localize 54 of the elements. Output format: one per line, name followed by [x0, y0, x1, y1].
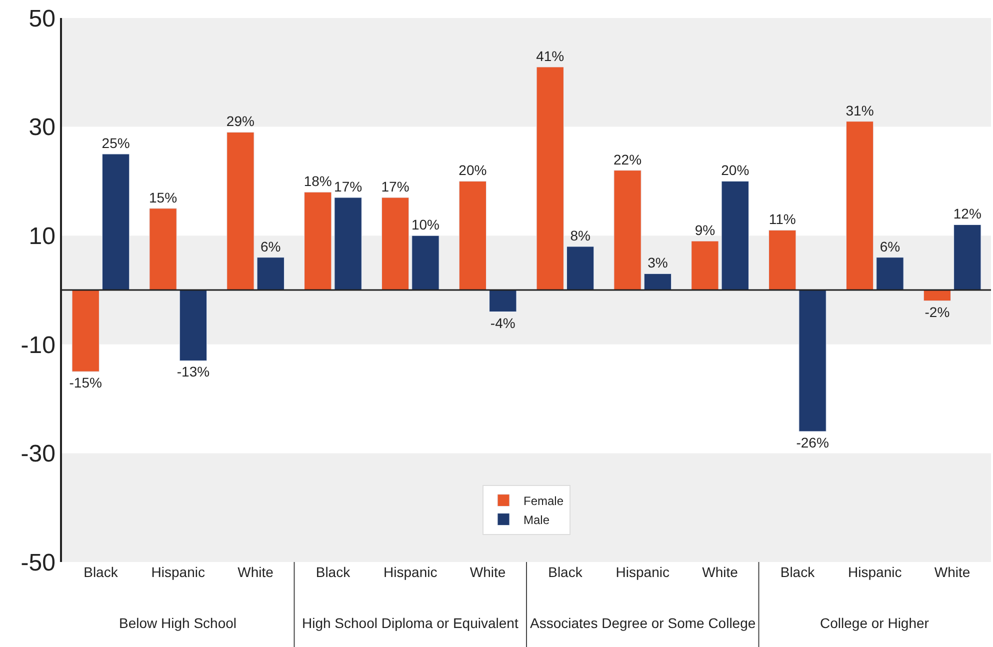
data-label: 31%: [846, 102, 874, 118]
data-label: 17%: [381, 178, 410, 195]
bar: [489, 290, 517, 312]
x-tick-label: Black: [548, 564, 584, 580]
data-label: -4%: [490, 314, 516, 331]
y-tick-label: 50: [28, 5, 56, 32]
data-label: 6%: [880, 238, 900, 254]
text: High School Diploma or Equivalent: [302, 615, 518, 631]
bar: [644, 273, 672, 290]
text: Associates Degree or Some College: [530, 615, 756, 631]
x-tick-label: White: [470, 564, 506, 580]
y-tick-label: -10: [20, 332, 56, 359]
data-label: 3%: [648, 254, 668, 271]
data-label: -26%: [796, 434, 829, 450]
x-tick-label: Hispanic: [384, 564, 438, 580]
data-label: 15%: [149, 189, 178, 206]
legend-label: Male: [524, 512, 550, 527]
data-label: 8%: [570, 227, 590, 244]
bar: [256, 257, 284, 290]
data-label: 12%: [953, 206, 982, 222]
x-tick-label: White: [702, 564, 738, 580]
text: Below High School: [119, 615, 237, 631]
legend-label: Female: [524, 494, 564, 508]
data-label: 11%: [768, 211, 796, 228]
data-label: -2%: [924, 304, 950, 320]
data-label: 20%: [458, 162, 487, 178]
data-label: -13%: [176, 364, 210, 380]
bar: [566, 246, 594, 290]
x-tick-label: Hispanic: [151, 564, 205, 580]
data-label: 22%: [614, 151, 642, 168]
bar: [691, 240, 719, 290]
data-label: -15%: [69, 374, 102, 391]
data-label: 29%: [226, 113, 254, 130]
x-tick-label: Black: [316, 564, 352, 580]
data-label: 10%: [411, 216, 440, 233]
data-label: 9%: [694, 222, 716, 238]
x-tick-label: Hispanic: [848, 564, 902, 580]
data-label: 18%: [304, 173, 332, 190]
y-tick-label: -30: [20, 440, 56, 468]
data-label: 17%: [334, 178, 362, 195]
y-tick-label: -50: [20, 549, 56, 576]
data-label: 6%: [260, 238, 281, 254]
x-tick-label: White: [934, 564, 970, 580]
data-label: 25%: [102, 135, 130, 151]
data-label: 20%: [721, 162, 750, 178]
x-tick-label: Black: [780, 564, 816, 580]
data-label: 41%: [536, 48, 564, 64]
text: College or Higher: [820, 615, 930, 631]
bar: [876, 257, 904, 290]
x-tick-label: Hispanic: [616, 564, 670, 580]
x-tick-label: Black: [84, 564, 119, 580]
y-tick-label: 30: [28, 114, 56, 142]
x-tick-label: White: [238, 564, 274, 580]
y-tick-label: 10: [28, 223, 56, 250]
